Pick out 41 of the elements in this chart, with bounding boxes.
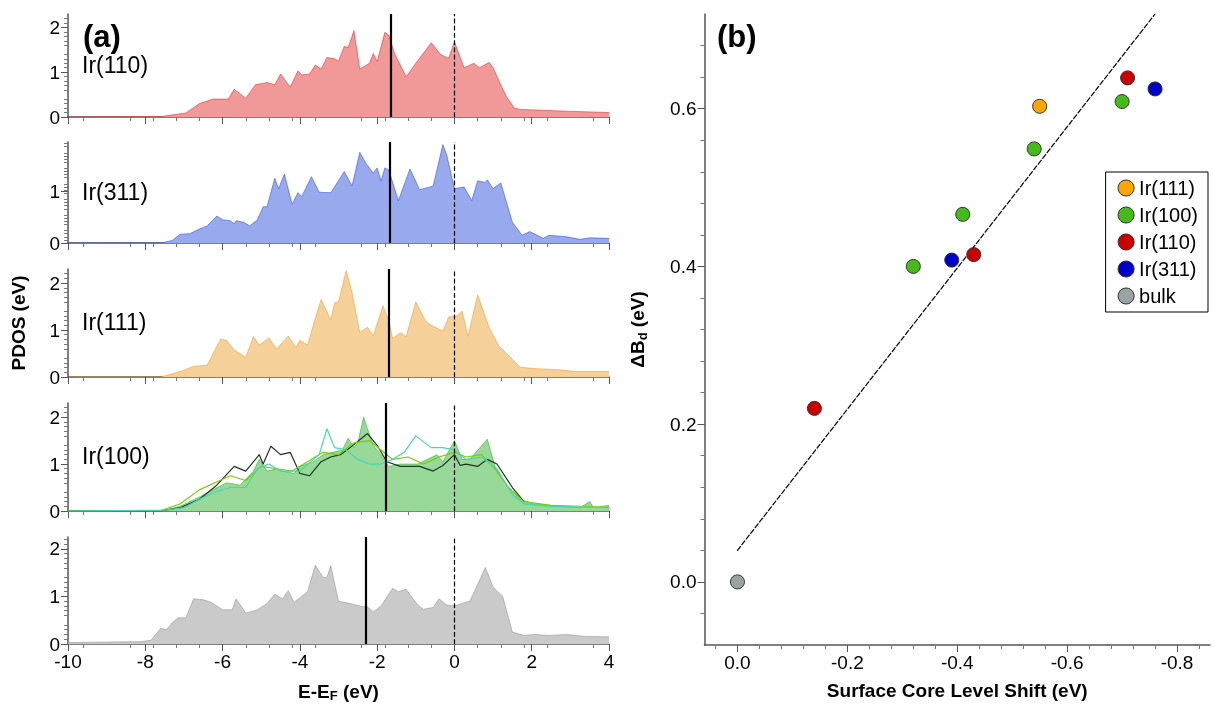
y-axis-title: PDOS (eV): [8, 275, 29, 371]
y-tick-label: 1: [49, 585, 60, 607]
y-tick-label: 0: [49, 106, 60, 128]
y-tick-label: 2: [49, 272, 60, 294]
y-tick-label: 0: [49, 366, 60, 388]
annotation: Ir(311): [82, 178, 149, 205]
y-tick-label: 1: [49, 180, 60, 202]
y-tick-label: 0.4: [670, 255, 697, 277]
legend-label: Ir(311): [1139, 258, 1197, 280]
legend-label: Ir(100): [1139, 204, 1198, 226]
chart-title: (b): [717, 19, 757, 54]
legend-label: Ir(110): [1139, 231, 1197, 253]
y-tick-label: 1: [49, 61, 60, 83]
x-axis-title: Surface Core Level Shift (eV): [826, 680, 1088, 701]
x-tick-label: -0.8: [1160, 652, 1194, 673]
x-tick-label: 4: [603, 651, 615, 672]
legend-label: Ir(111): [1139, 177, 1196, 199]
annotation: Ir(111): [82, 308, 147, 335]
y-tick-label: 2: [49, 16, 60, 38]
x-tick-label: -8: [136, 651, 154, 672]
annotation: Ir(100): [82, 442, 150, 469]
x-tick-label: -0.6: [1050, 652, 1084, 673]
legend-label: bulk: [1139, 285, 1177, 307]
y-tick-label: 0.2: [670, 413, 697, 435]
y-tick-label: 1: [49, 453, 60, 475]
x-tick-label: 0: [449, 651, 460, 672]
y-tick-label: 0.6: [670, 98, 697, 120]
x-tick-label: -4: [291, 651, 309, 672]
x-tick-label: -2: [368, 651, 386, 672]
y-tick-label: 0: [49, 500, 60, 522]
y-tick-label: 0: [49, 232, 60, 254]
y-tick-label: 1: [49, 319, 60, 341]
x-tick-label: -0.4: [940, 652, 975, 673]
y-tick-label: 0.0: [670, 571, 697, 593]
x-tick-label: 0.0: [724, 652, 751, 673]
x-tick-label: -0.2: [830, 652, 864, 673]
y-tick-label: 2: [49, 538, 60, 560]
y-axis-title: ΔBd (eV): [627, 291, 650, 368]
x-tick-label: 2: [526, 651, 537, 672]
y-tick-label: 2: [49, 406, 60, 428]
x-tick-label: -6: [214, 651, 232, 672]
